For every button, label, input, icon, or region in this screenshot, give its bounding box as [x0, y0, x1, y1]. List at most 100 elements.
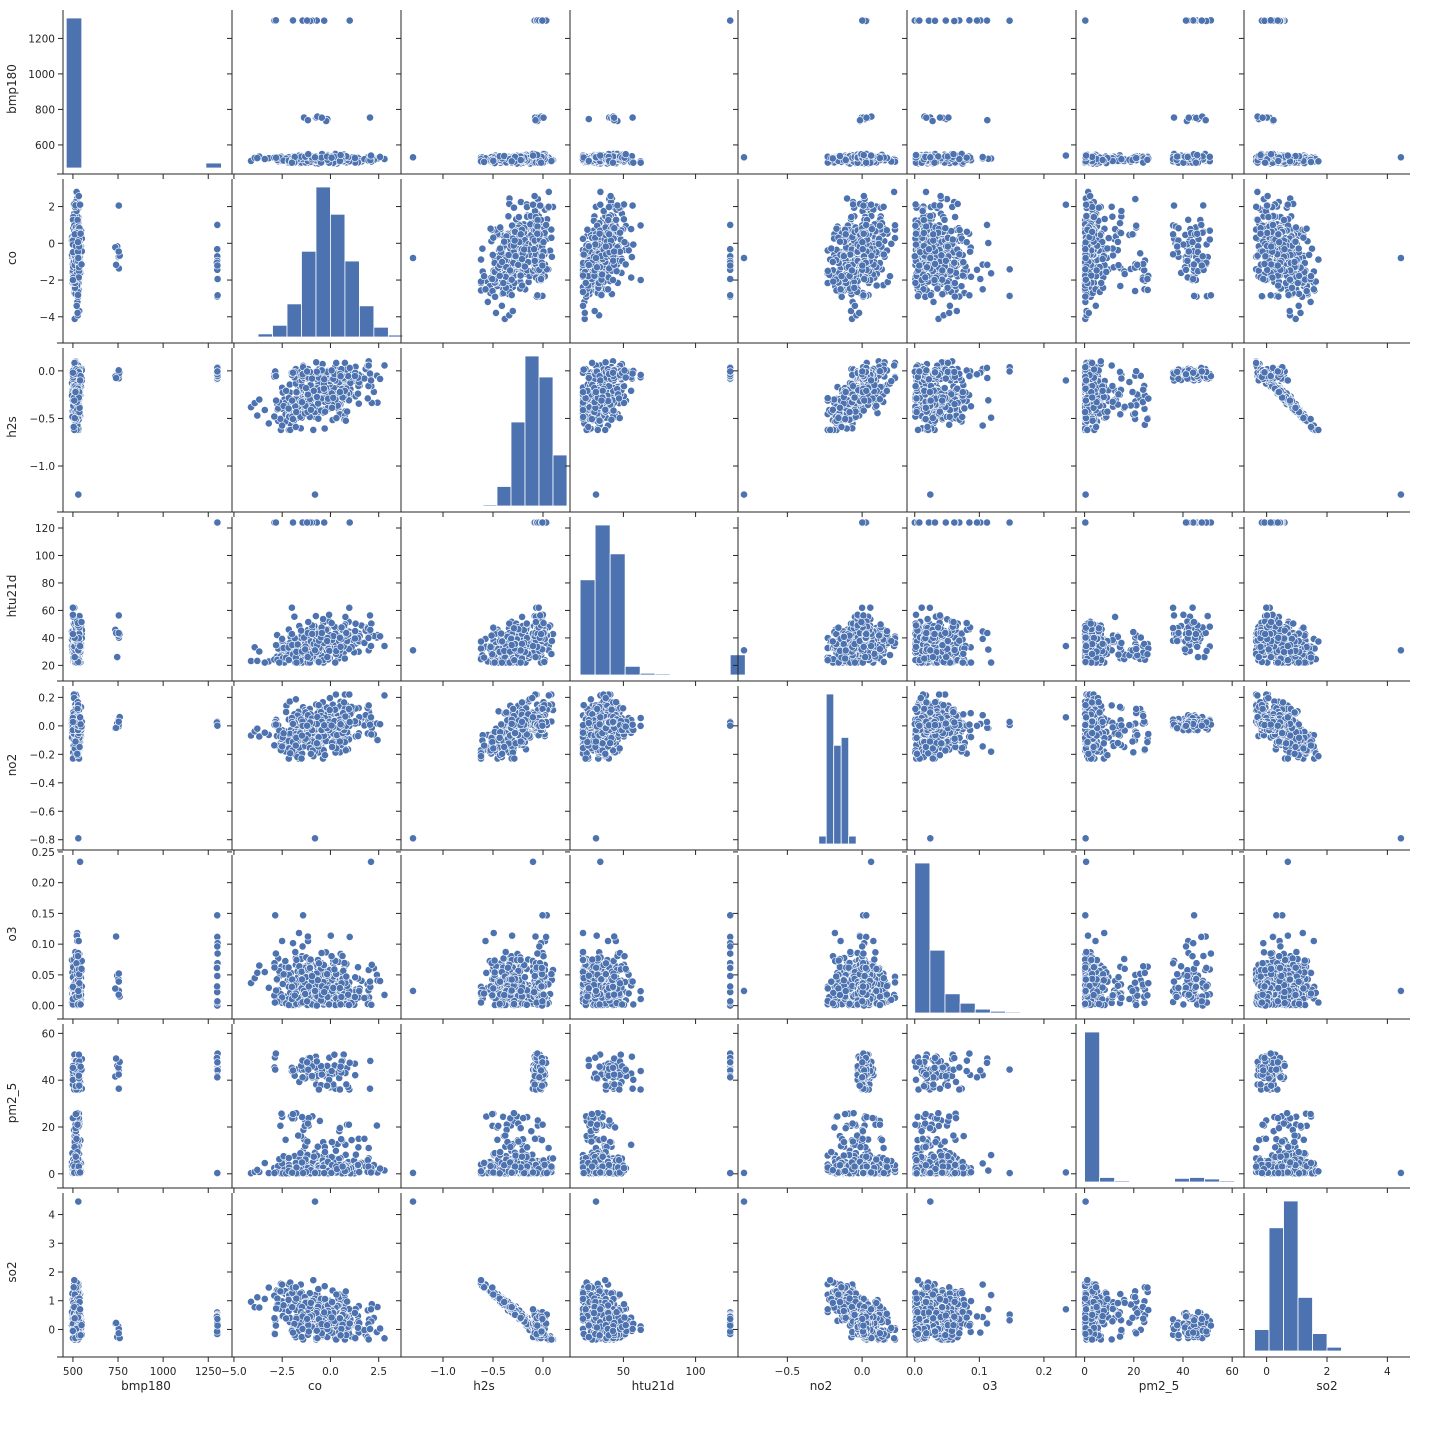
scatter-point [609, 159, 616, 166]
scatter-point [545, 188, 552, 195]
scatter-point [1284, 152, 1291, 159]
hist-bar-bmp180 [206, 163, 222, 168]
scatter-point [511, 237, 518, 244]
scatter-point [531, 257, 538, 264]
scatter-point [727, 17, 734, 24]
scatter-point [543, 221, 550, 228]
scatter-point [630, 241, 637, 248]
scatter-point [727, 246, 734, 253]
scatter-point [597, 152, 604, 159]
scatter-point [409, 254, 416, 261]
scatter-point [848, 214, 855, 221]
panel-co-vs-h2s [395, 179, 567, 348]
scatter-point [863, 114, 870, 121]
scatter-point [1062, 152, 1069, 159]
scatter-point [956, 156, 963, 163]
scatter-point [848, 267, 855, 274]
scatter-point [584, 226, 591, 233]
scatter-point [1185, 114, 1192, 121]
scatter-point [585, 243, 592, 250]
scatter-point [74, 292, 81, 299]
scatter-point [214, 246, 221, 253]
scatter-point [1267, 17, 1274, 24]
scatter-point [850, 201, 857, 208]
scatter-point [214, 292, 221, 299]
scatter-point [77, 230, 84, 237]
scatter-point [923, 114, 930, 121]
scatter-point [838, 273, 845, 280]
scatter-point [531, 193, 538, 200]
scatter-point [880, 203, 887, 210]
scatter-point [1144, 156, 1151, 163]
scatter-point [507, 267, 514, 274]
scatter-point [538, 159, 545, 166]
scatter-point [487, 225, 494, 232]
scatter-point [622, 151, 629, 158]
panel-bmp180-vs-co [226, 10, 398, 179]
scatter-point [836, 238, 843, 245]
scatter-point [531, 246, 538, 253]
scatter-point [540, 114, 547, 121]
scatter-point [629, 202, 636, 209]
hist-bar-co [359, 306, 373, 337]
panel-bmp180-vs-h2s [395, 10, 567, 179]
scatter-point [581, 309, 588, 316]
hist-bar-co [287, 304, 301, 337]
scatter-point [628, 254, 635, 261]
scatter-point [842, 231, 849, 238]
scatter-point [289, 17, 296, 24]
scatter-point [115, 202, 122, 209]
scatter-point [366, 114, 373, 121]
scatter-point [1257, 152, 1264, 159]
scatter-point [548, 253, 555, 260]
panel-bmp180-vs-no2 [732, 10, 904, 179]
panel-bmp180-vs-pm2_5 [1070, 10, 1242, 179]
scatter-point [1133, 155, 1140, 162]
scatter-point [984, 117, 991, 124]
scatter-point [505, 252, 512, 259]
scatter-point [1270, 117, 1277, 124]
scatter-point [497, 224, 504, 231]
scatter-point [597, 201, 604, 208]
scatter-point [510, 204, 517, 211]
scatter-point [1206, 153, 1213, 160]
scatter-point [377, 153, 384, 160]
scatter-point [518, 256, 525, 263]
scatter-point [1397, 154, 1404, 161]
panel-co-vs-htu21d [564, 179, 736, 348]
scatter-point [337, 152, 344, 159]
scatter-point [548, 234, 555, 241]
scatter-point [328, 154, 335, 161]
scatter-point [604, 286, 611, 293]
scatter-point [859, 17, 866, 24]
scatter-point [508, 158, 515, 165]
scatter-point [637, 276, 644, 283]
scatter-point [597, 188, 604, 195]
scatter-point [593, 264, 600, 271]
scatter-point [611, 114, 618, 121]
scatter-point [1259, 114, 1266, 121]
scatter-point [851, 284, 858, 291]
scatter-point [637, 159, 644, 166]
scatter-point [616, 229, 623, 236]
scatter-point [482, 286, 489, 293]
scatter-point [1268, 151, 1275, 158]
scatter-point [74, 216, 81, 223]
panel-bmp180-vs-bmp180 [57, 10, 229, 179]
panel-bmp180-vs-so2 [1238, 10, 1410, 179]
hist-bar-co [403, 336, 417, 337]
scatter-point [847, 251, 854, 258]
scatter-point [860, 152, 867, 159]
scatter-point [481, 273, 488, 280]
scatter-point [367, 152, 374, 159]
scatter-point [521, 246, 528, 253]
scatter-point [214, 262, 221, 269]
scatter-point [508, 292, 515, 299]
scatter-point [517, 157, 524, 164]
scatter-point [75, 193, 82, 200]
scatter-point [481, 158, 488, 165]
scatter-point [1082, 17, 1089, 24]
scatter-point [539, 262, 546, 269]
scatter-point [833, 225, 840, 232]
scatter-point [579, 288, 586, 295]
